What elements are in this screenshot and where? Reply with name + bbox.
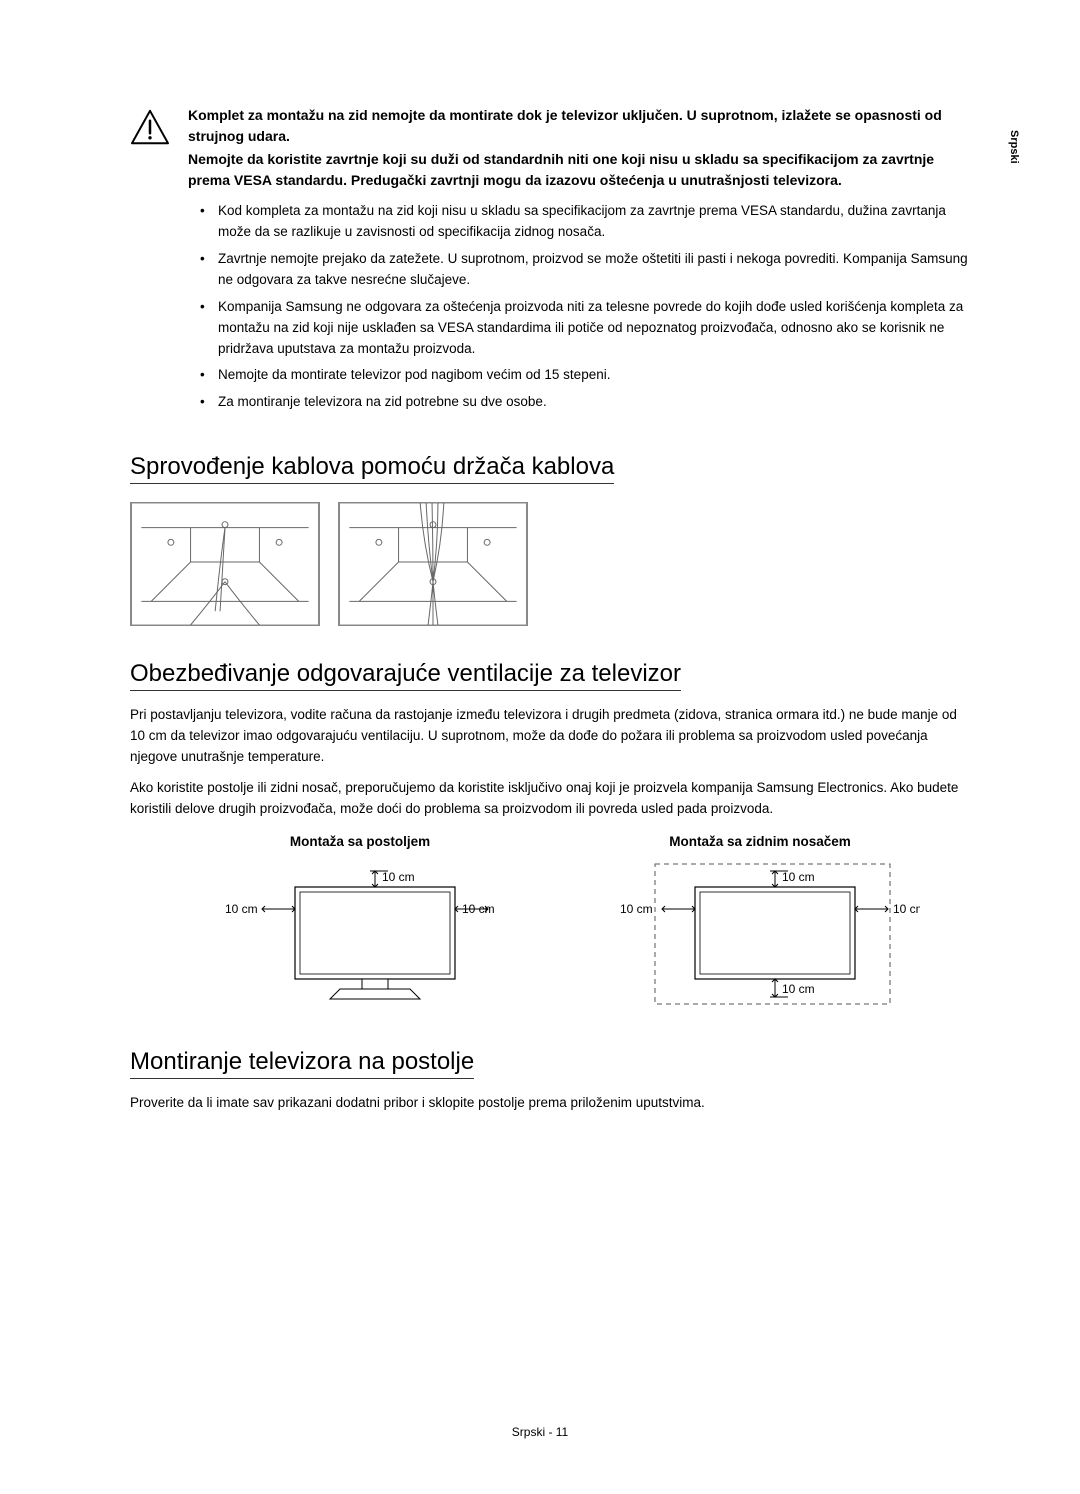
bullet-item: Kompanija Samsung ne odgovara za oštećen… bbox=[200, 297, 970, 360]
svg-text:10 cm: 10 cm bbox=[782, 870, 815, 884]
caution-icon bbox=[130, 109, 170, 145]
page-footer: Srpski - 11 bbox=[0, 1425, 1080, 1439]
mount-figures-row: Montaža sa postoljem 10 cm 10 cm bbox=[130, 834, 970, 1014]
heading-stand-mount: Montiranje televizora na postolje bbox=[130, 1048, 474, 1079]
mount-wall-col: Montaža sa zidnim nosačem 10 cm 10 cm bbox=[600, 834, 920, 1014]
bullet-item: Za montiranje televizora na zid potrebne… bbox=[200, 392, 970, 413]
warning-block: Komplet za montažu na zid nemojte da mon… bbox=[130, 105, 970, 193]
svg-text:10 cm: 10 cm bbox=[893, 902, 920, 916]
language-tab: Srpski bbox=[1008, 130, 1020, 164]
stand-mount-p1: Proverite da li imate sav prikazani doda… bbox=[130, 1093, 970, 1114]
bullet-item: Zavrtnje nemojte prejako da zatežete. U … bbox=[200, 249, 970, 291]
heading-cables: Sprovođenje kablova pomoću držača kablov… bbox=[130, 453, 614, 484]
cable-figure-2 bbox=[338, 502, 528, 626]
mount-stand-col: Montaža sa postoljem 10 cm 10 cm bbox=[200, 834, 520, 1014]
bullet-item: Nemojte da montirate televizor pod nagib… bbox=[200, 365, 970, 386]
bullet-item: Kod kompleta za montažu na zid koji nisu… bbox=[200, 201, 970, 243]
warning-bold-1: Komplet za montažu na zid nemojte da mon… bbox=[188, 105, 970, 147]
svg-text:10 cm: 10 cm bbox=[225, 902, 258, 916]
svg-text:10 cm: 10 cm bbox=[782, 982, 815, 996]
ventilation-p1: Pri postavljanju televizora, vodite raču… bbox=[130, 705, 970, 768]
ventilation-p2: Ako koristite postolje ili zidni nosač, … bbox=[130, 778, 970, 820]
warning-bullets: Kod kompleta za montažu na zid koji nisu… bbox=[130, 201, 970, 413]
cable-figure-1 bbox=[130, 502, 320, 626]
mount-wall-figure: 10 cm 10 cm 10 cm 10 cm bbox=[600, 859, 920, 1014]
svg-text:10 cm: 10 cm bbox=[382, 870, 415, 884]
mount-wall-title: Montaža sa zidnim nosačem bbox=[669, 834, 851, 849]
svg-text:10 cm: 10 cm bbox=[620, 902, 653, 916]
heading-ventilation: Obezbeđivanje odgovarajuće ventilacije z… bbox=[130, 660, 681, 691]
svg-text:10 cm: 10 cm bbox=[462, 902, 495, 916]
warning-bold-2: Nemojte da koristite zavrtnje koji su du… bbox=[188, 149, 970, 191]
mount-stand-figure: 10 cm 10 cm 10 cm bbox=[200, 859, 520, 1014]
cable-holder-figures bbox=[130, 502, 970, 626]
mount-stand-title: Montaža sa postoljem bbox=[290, 834, 430, 849]
